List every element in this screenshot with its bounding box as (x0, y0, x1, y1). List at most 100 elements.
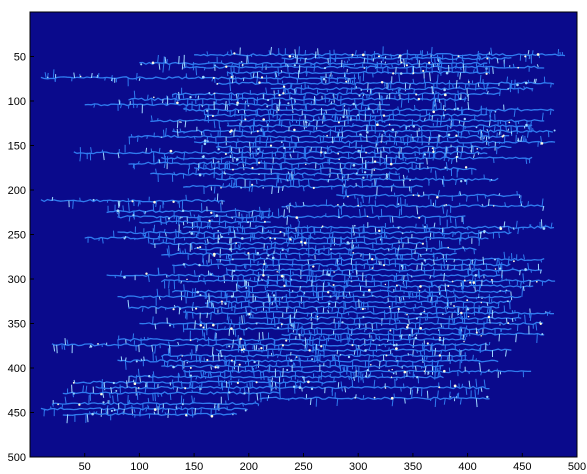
trace-spike (284, 154, 286, 164)
trace-spike (267, 110, 270, 116)
trace-spike (375, 334, 377, 339)
trace-spike (303, 328, 305, 335)
trace-spike (486, 307, 489, 314)
trace-spike (177, 341, 180, 346)
trace-spike (424, 366, 427, 375)
trace-spike (230, 238, 232, 244)
trace-spike (127, 401, 130, 404)
trace-speck (305, 163, 307, 166)
trace-spike (314, 347, 317, 356)
trace-spike (521, 288, 523, 297)
trace-speck (431, 147, 434, 150)
trace-spike (432, 101, 434, 110)
trace-spike (153, 411, 156, 415)
trace-spike (470, 145, 473, 153)
trace-spike (461, 264, 463, 271)
trace-spike (280, 120, 283, 128)
trace-spike (287, 88, 289, 94)
trace-spike (165, 102, 168, 105)
trace-speck (208, 219, 211, 222)
trace-speck (110, 409, 113, 412)
trace-spike (192, 61, 195, 68)
trace-speck (418, 216, 421, 219)
trace-spike (180, 280, 183, 284)
trace-spike (155, 355, 157, 361)
trace-spike (309, 332, 312, 340)
trace-spike (196, 339, 199, 343)
trace-speck (145, 272, 148, 275)
trace-spike (347, 325, 349, 335)
trace-speck (291, 290, 294, 292)
trace-spike (235, 76, 237, 84)
trace-spike (336, 93, 339, 100)
trace-spike (239, 387, 242, 392)
trace-spike (165, 275, 168, 278)
trace-spike (52, 69, 55, 78)
trace-spike (335, 291, 338, 301)
trace-speck (189, 374, 193, 377)
trace-spike (90, 147, 92, 153)
trace-spike (439, 291, 442, 297)
trace-spike (516, 107, 519, 111)
trace-speck (280, 141, 283, 144)
trace-speck (267, 254, 270, 257)
trace-speck (262, 274, 265, 277)
trace-spike (247, 290, 249, 297)
trace-spike (348, 376, 350, 380)
trace-spike (223, 275, 225, 284)
trace-spike (332, 356, 335, 362)
trace-spike (242, 403, 244, 407)
trace-speck (225, 65, 228, 68)
trace-spike (229, 83, 232, 92)
trace-spike (260, 128, 262, 132)
trace-speck (172, 308, 175, 311)
trace-spike (338, 136, 341, 142)
trace-spike (495, 269, 498, 276)
trace-spike (350, 87, 353, 94)
trace-spike (434, 398, 437, 408)
trace-spike (369, 88, 372, 94)
trace-spike (336, 116, 339, 121)
trace-spike (353, 63, 356, 67)
trace-spike (152, 392, 154, 401)
trace-spike (246, 99, 249, 107)
trace-speck (168, 324, 172, 327)
trace-spike (112, 395, 114, 404)
trace-spike (312, 115, 315, 120)
trace-spike (183, 60, 186, 68)
trace-speck (293, 128, 296, 132)
trace-spike (291, 259, 294, 267)
trace-spike (519, 195, 522, 204)
trace-spike (443, 259, 445, 266)
trace-speck (451, 280, 454, 283)
trace-spike (309, 398, 312, 405)
trace-spike (288, 173, 291, 180)
trace-speck (189, 339, 192, 342)
trace-spike (441, 232, 444, 236)
trace-spike (339, 243, 342, 247)
trace-speck (362, 176, 365, 179)
trace-spike (252, 344, 254, 350)
trace-spike (498, 131, 501, 136)
trace-spike (79, 152, 82, 162)
trace-spike (163, 228, 166, 233)
trace-speck (453, 305, 455, 307)
trace-spike (491, 309, 494, 319)
trace-spike (259, 211, 261, 217)
trace-spike (479, 55, 482, 59)
trace-spike (268, 378, 270, 388)
trace-speck (218, 238, 220, 240)
trace-spike (145, 147, 148, 153)
trace-speck (442, 114, 446, 117)
trace-spike (224, 326, 226, 329)
trace-spike (460, 326, 462, 335)
trace-spike (451, 115, 453, 121)
trace-spike (402, 174, 405, 180)
trace-speck (498, 267, 502, 270)
trace-spike (420, 301, 423, 306)
trace-spike (53, 344, 56, 352)
trace-spike (316, 120, 318, 130)
trace-spike (275, 362, 278, 367)
trace-spike (516, 190, 518, 196)
trace-spike (338, 129, 341, 132)
